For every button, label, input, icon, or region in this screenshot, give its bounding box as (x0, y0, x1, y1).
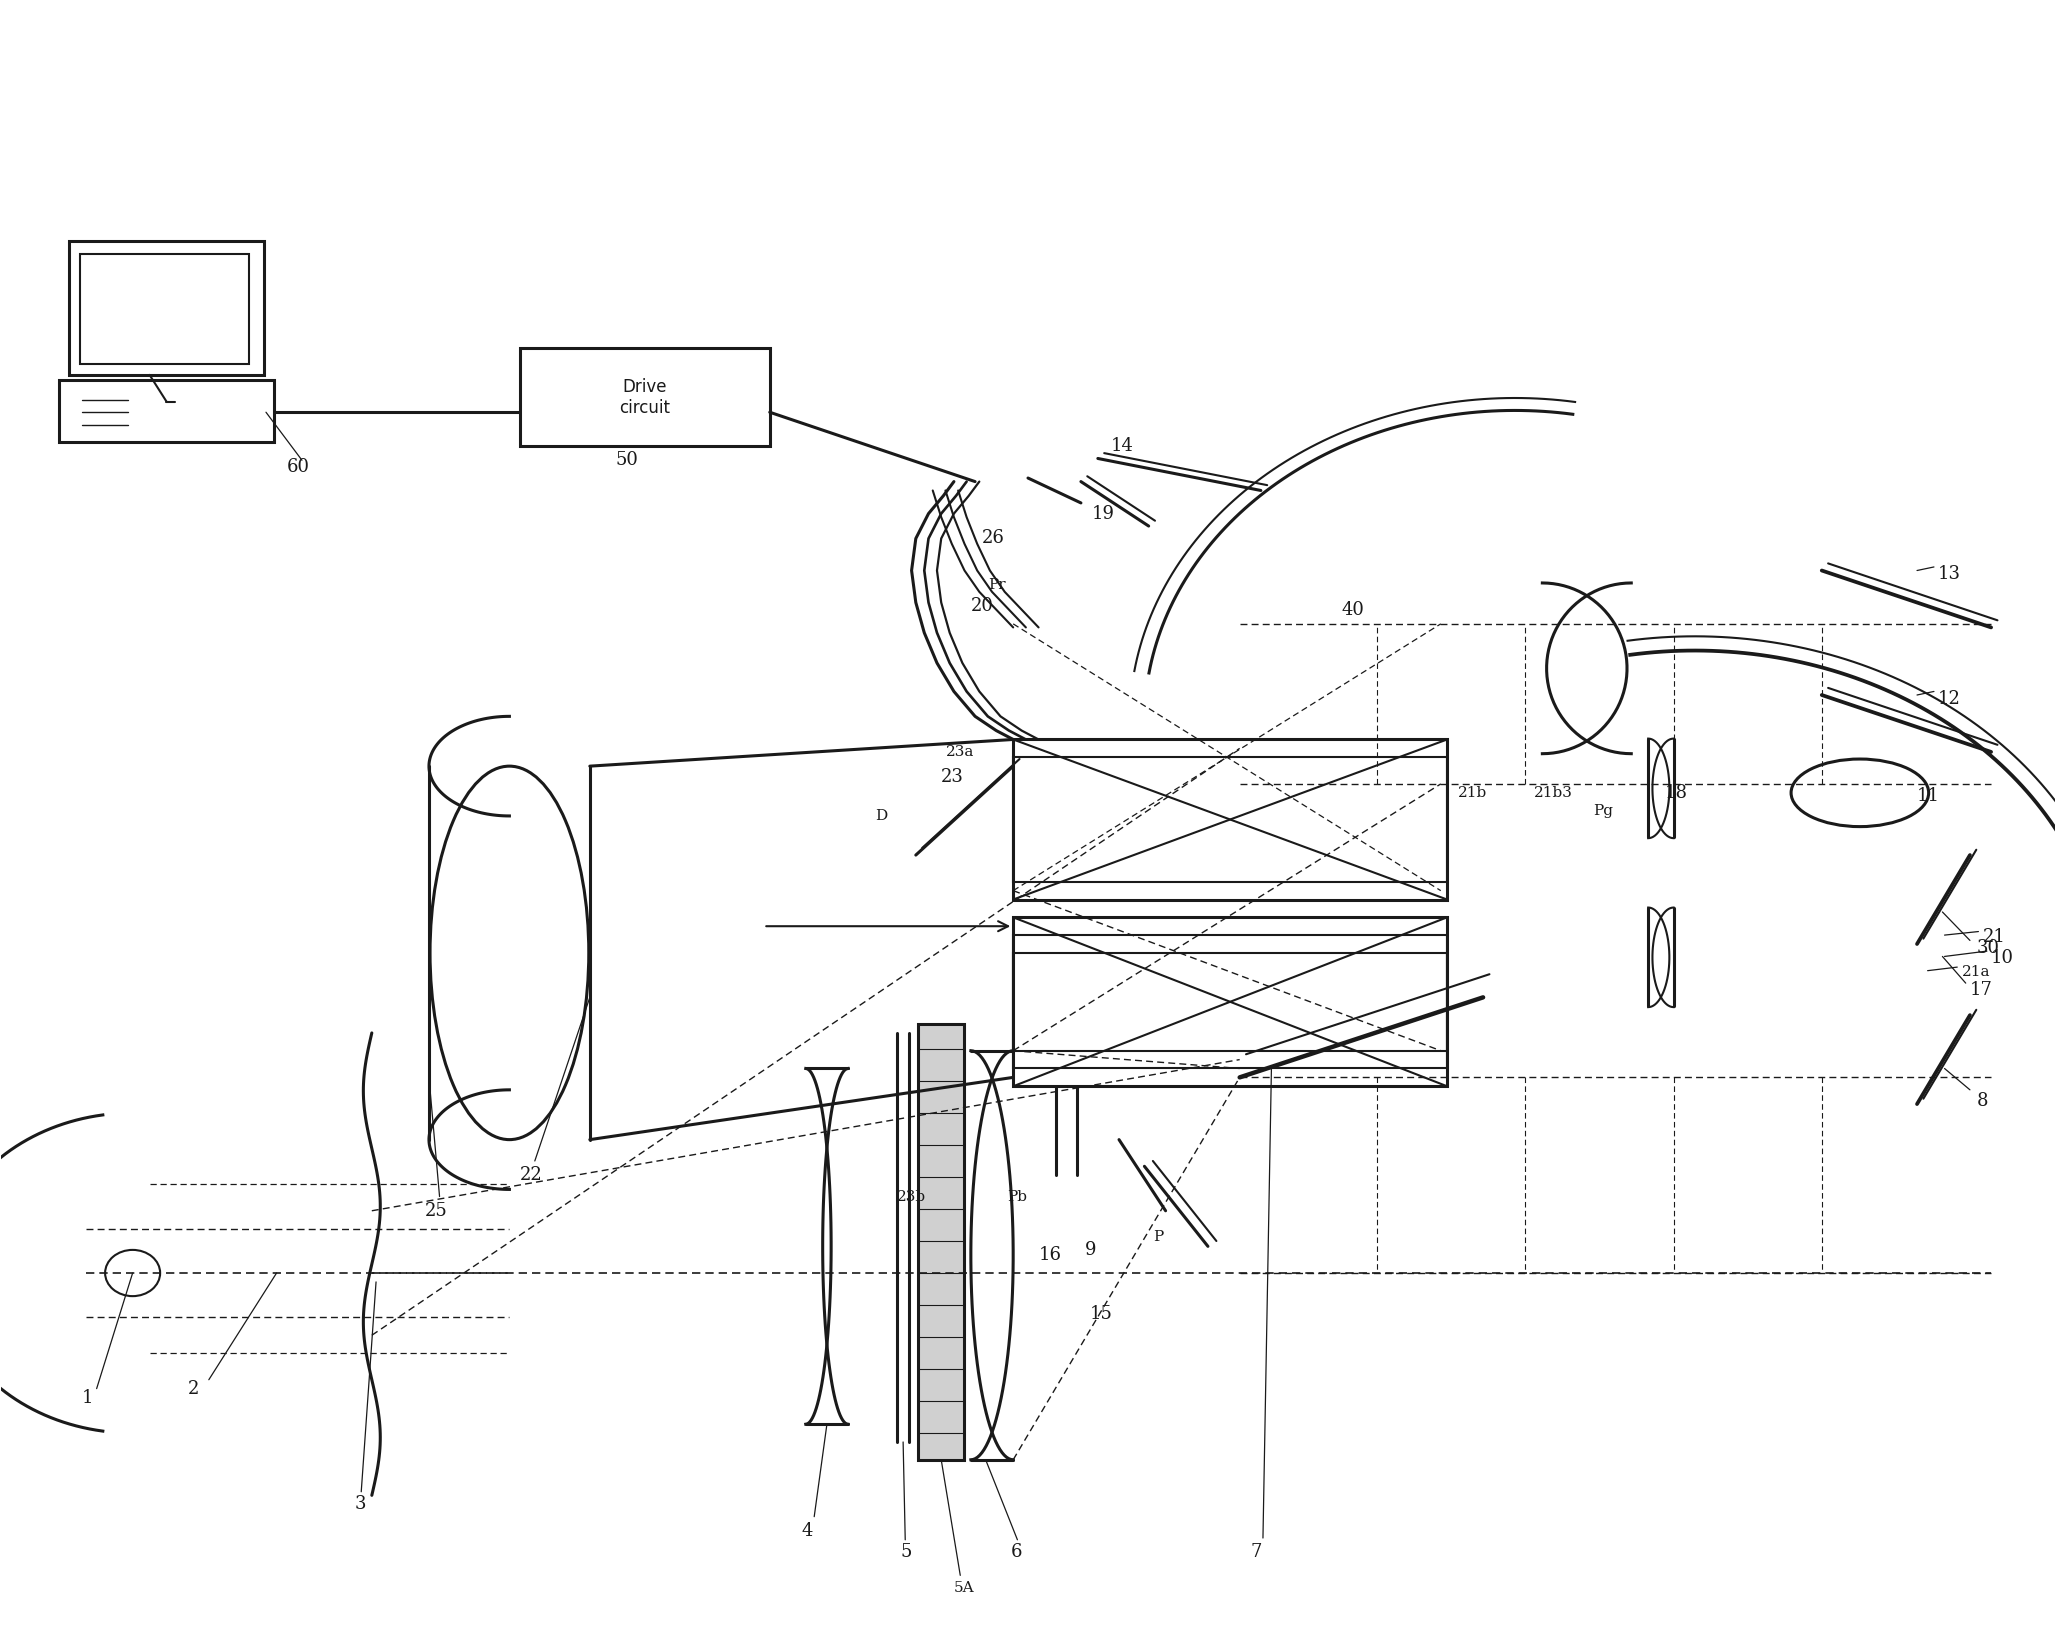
Text: 21b3: 21b3 (1534, 785, 1573, 800)
Bar (58, 380, 273, 443)
Text: 17: 17 (1970, 982, 1992, 1000)
Bar (1014, 918, 1447, 1087)
Text: 8: 8 (1976, 1092, 1988, 1110)
Text: 23: 23 (942, 767, 964, 785)
Text: 3: 3 (356, 1495, 366, 1513)
Bar (917, 1024, 964, 1460)
Bar (1014, 757, 1447, 882)
Text: 20: 20 (970, 597, 993, 615)
Bar (70, 241, 263, 375)
Text: 5: 5 (901, 1544, 913, 1562)
Text: 9: 9 (1086, 1241, 1096, 1259)
Text: 21: 21 (1982, 928, 2005, 946)
Text: 40: 40 (1341, 600, 1363, 618)
Bar (1014, 739, 1447, 900)
Text: 21a: 21a (1961, 965, 1990, 980)
Text: 23a: 23a (946, 744, 975, 759)
Bar (1014, 952, 1447, 1051)
Text: 21b: 21b (1458, 785, 1486, 800)
Text: 2: 2 (187, 1380, 199, 1398)
Text: 11: 11 (1916, 787, 1941, 805)
Text: D: D (876, 810, 888, 823)
Text: 7: 7 (1250, 1544, 1262, 1562)
Text: Pg: Pg (1593, 803, 1614, 818)
Text: 4: 4 (802, 1523, 812, 1541)
Text: 1: 1 (82, 1388, 93, 1406)
Text: Pr: Pr (987, 577, 1005, 592)
Text: 5A: 5A (954, 1580, 975, 1595)
Text: 25: 25 (426, 1201, 448, 1219)
Text: 18: 18 (1665, 783, 1688, 801)
Text: 50: 50 (615, 451, 637, 469)
Text: 16: 16 (1038, 1246, 1061, 1264)
Text: 13: 13 (1939, 565, 1961, 583)
Text: 30: 30 (1976, 939, 1998, 957)
Text: 60: 60 (288, 459, 310, 477)
Bar (80, 254, 249, 364)
Text: 10: 10 (1990, 949, 2015, 967)
Text: 23b: 23b (896, 1190, 925, 1203)
Text: Pb: Pb (1007, 1190, 1026, 1203)
Text: P: P (1153, 1231, 1164, 1244)
Text: 14: 14 (1110, 438, 1133, 456)
Text: 19: 19 (1092, 505, 1114, 523)
Bar (520, 347, 769, 446)
Text: 12: 12 (1939, 690, 1961, 708)
Text: 22: 22 (520, 1167, 543, 1185)
Text: 26: 26 (981, 529, 1003, 547)
Text: 15: 15 (1090, 1305, 1112, 1323)
Text: 6: 6 (1012, 1544, 1022, 1562)
Bar (1014, 936, 1447, 1069)
Text: Drive
circuit: Drive circuit (619, 377, 670, 416)
